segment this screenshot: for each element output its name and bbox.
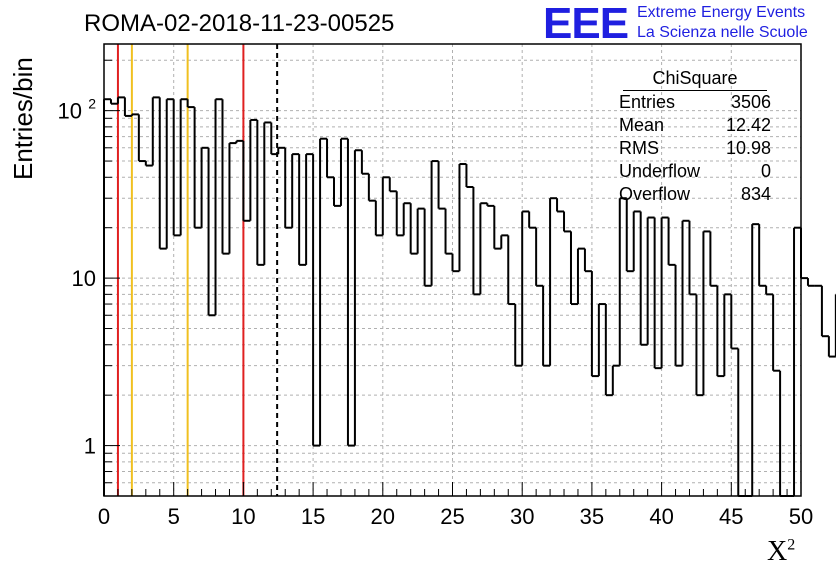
x-tick-label: 0 <box>98 504 110 529</box>
tick-labels: 0 5 10 15 20 25 30 35 40 45 50 1 10 10 2 <box>58 96 814 529</box>
x-tick-label: 40 <box>649 504 673 529</box>
stat-label: Entries <box>619 92 676 112</box>
stat-value: 10.98 <box>725 138 771 158</box>
stat-value: 12.42 <box>725 115 771 135</box>
y-tick-label: 1 <box>84 434 96 459</box>
stat-label: Mean <box>619 115 665 135</box>
x-tick-label: 50 <box>789 504 813 529</box>
stat-label: Overflow <box>619 184 691 204</box>
stat-row-entries: Entries 3506 <box>613 91 777 114</box>
stat-label: Underflow <box>619 161 701 181</box>
y-tick-label-sup: 2 <box>88 96 96 112</box>
histogram-bars <box>103 96 836 497</box>
stats-title: ChiSquare <box>623 66 767 91</box>
chart-title: ROMA-02-2018-11-23-00525 <box>84 10 395 37</box>
x-tick-label: 35 <box>580 504 604 529</box>
logo-line-1: Extreme Energy Events <box>637 4 806 21</box>
x-tick-label: 20 <box>371 504 395 529</box>
stat-row-mean: Mean 12.42 <box>613 114 777 137</box>
x-tick-label: 10 <box>231 504 255 529</box>
logo-line-2: La Scienza nelle Scuole <box>637 24 808 41</box>
stat-row-overflow: Overflow 834 <box>613 183 777 206</box>
stat-value: 3506 <box>730 92 771 112</box>
stat-value: 834 <box>740 184 771 204</box>
y-axis-label: Entries/bin <box>8 57 38 180</box>
eee-logo: EEE <box>543 0 629 48</box>
stat-value: 0 <box>760 161 771 181</box>
x-axis-label-sup: 2 <box>787 536 796 554</box>
stat-row-underflow: Underflow 0 <box>613 160 777 183</box>
grid-lines <box>104 44 801 496</box>
x-tick-label: 25 <box>440 504 464 529</box>
stat-label: RMS <box>619 138 659 158</box>
x-axis-label: X2 <box>767 536 795 568</box>
y-tick-label: 10 <box>58 99 82 124</box>
x-tick-label: 45 <box>719 504 743 529</box>
stats-box: ChiSquare Entries 3506 Mean 12.42 RMS 10… <box>613 66 777 206</box>
reference-lines <box>116 44 279 496</box>
y-tick-label: 10 <box>72 266 96 291</box>
axis-ticks <box>103 59 802 496</box>
stat-row-rms: RMS 10.98 <box>613 137 777 160</box>
x-tick-label: 5 <box>168 504 180 529</box>
x-tick-label: 15 <box>301 504 325 529</box>
x-tick-label: 30 <box>510 504 534 529</box>
x-axis-label-text: X <box>767 536 788 567</box>
